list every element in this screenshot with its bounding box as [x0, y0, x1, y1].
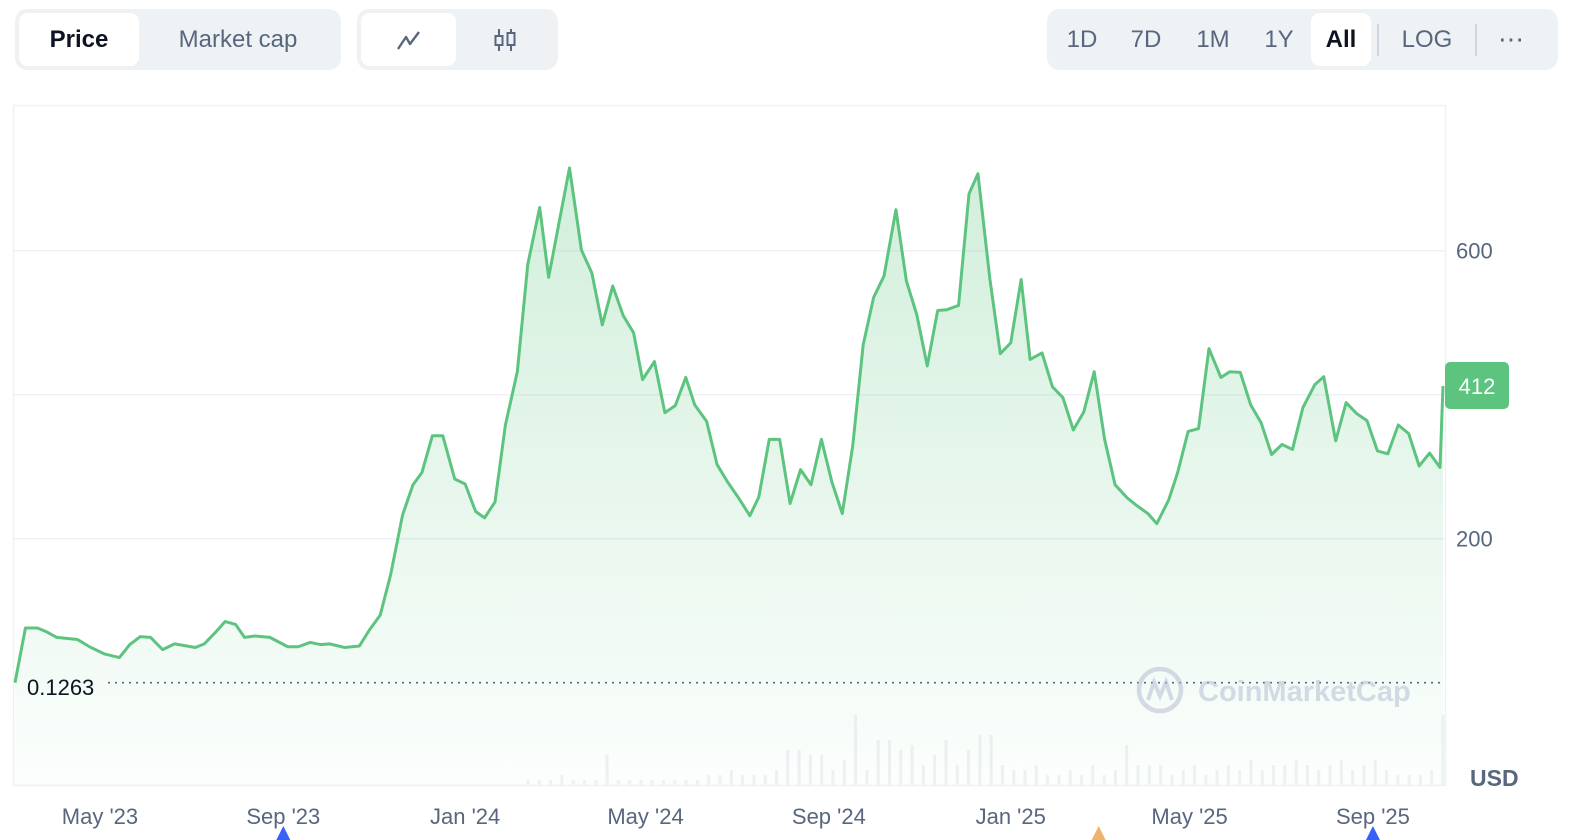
more-options-button[interactable]: ⋯	[1498, 24, 1524, 54]
tab-market-cap[interactable]: Market cap	[178, 25, 298, 53]
range-1m[interactable]: 1M	[1196, 25, 1230, 53]
log-toggle[interactable]: LOG	[1401, 25, 1453, 53]
divider	[1377, 23, 1379, 56]
range-1y[interactable]: 1Y	[1264, 25, 1294, 53]
current-price-label: 412	[1459, 374, 1496, 399]
event-marker[interactable]	[1091, 826, 1106, 840]
x-tick-label: Jan '24	[430, 804, 500, 829]
x-tick-label: Sep '24	[792, 804, 866, 829]
candlestick-button[interactable]	[456, 13, 554, 66]
price-line	[13, 166, 1445, 683]
divider	[1475, 23, 1477, 56]
x-tick-label: Jan '25	[976, 804, 1046, 829]
event-marker[interactable]	[1365, 826, 1380, 840]
currency-label: USD	[1470, 765, 1519, 791]
tab-price[interactable]: Price	[19, 13, 139, 66]
data-type-tabs: Price Market cap	[15, 9, 341, 70]
candlestick-icon	[494, 28, 516, 51]
line-chart-icon	[396, 30, 420, 50]
y-tick-label: 200	[1456, 527, 1493, 552]
baseline-label: 0.1263	[27, 675, 94, 700]
x-tick-label: May '24	[607, 804, 683, 829]
range-all[interactable]: All	[1311, 13, 1371, 66]
current-price-badge	[1445, 362, 1509, 409]
range-1d[interactable]: 1D	[1066, 25, 1098, 53]
x-tick-label: May '23	[62, 804, 138, 829]
time-range-tabs: 1D 7D 1M 1Y All LOG ⋯	[1047, 9, 1558, 70]
y-tick-label: 600	[1456, 239, 1493, 264]
x-tick-label: May '25	[1151, 804, 1227, 829]
x-tick-label: Sep '25	[1336, 804, 1410, 829]
price-area-fill	[15, 167, 1443, 785]
watermark-logo: CoinMarketCap	[1136, 666, 1411, 714]
line-chart-button[interactable]	[361, 13, 456, 66]
range-7d[interactable]: 7D	[1130, 25, 1162, 53]
plot-frame	[12, 104, 1447, 787]
x-tick-label: Sep '23	[246, 804, 320, 829]
watermark-text: CoinMarketCap	[1198, 676, 1411, 708]
event-marker[interactable]	[276, 826, 291, 840]
chart-type-tabs	[357, 9, 558, 70]
